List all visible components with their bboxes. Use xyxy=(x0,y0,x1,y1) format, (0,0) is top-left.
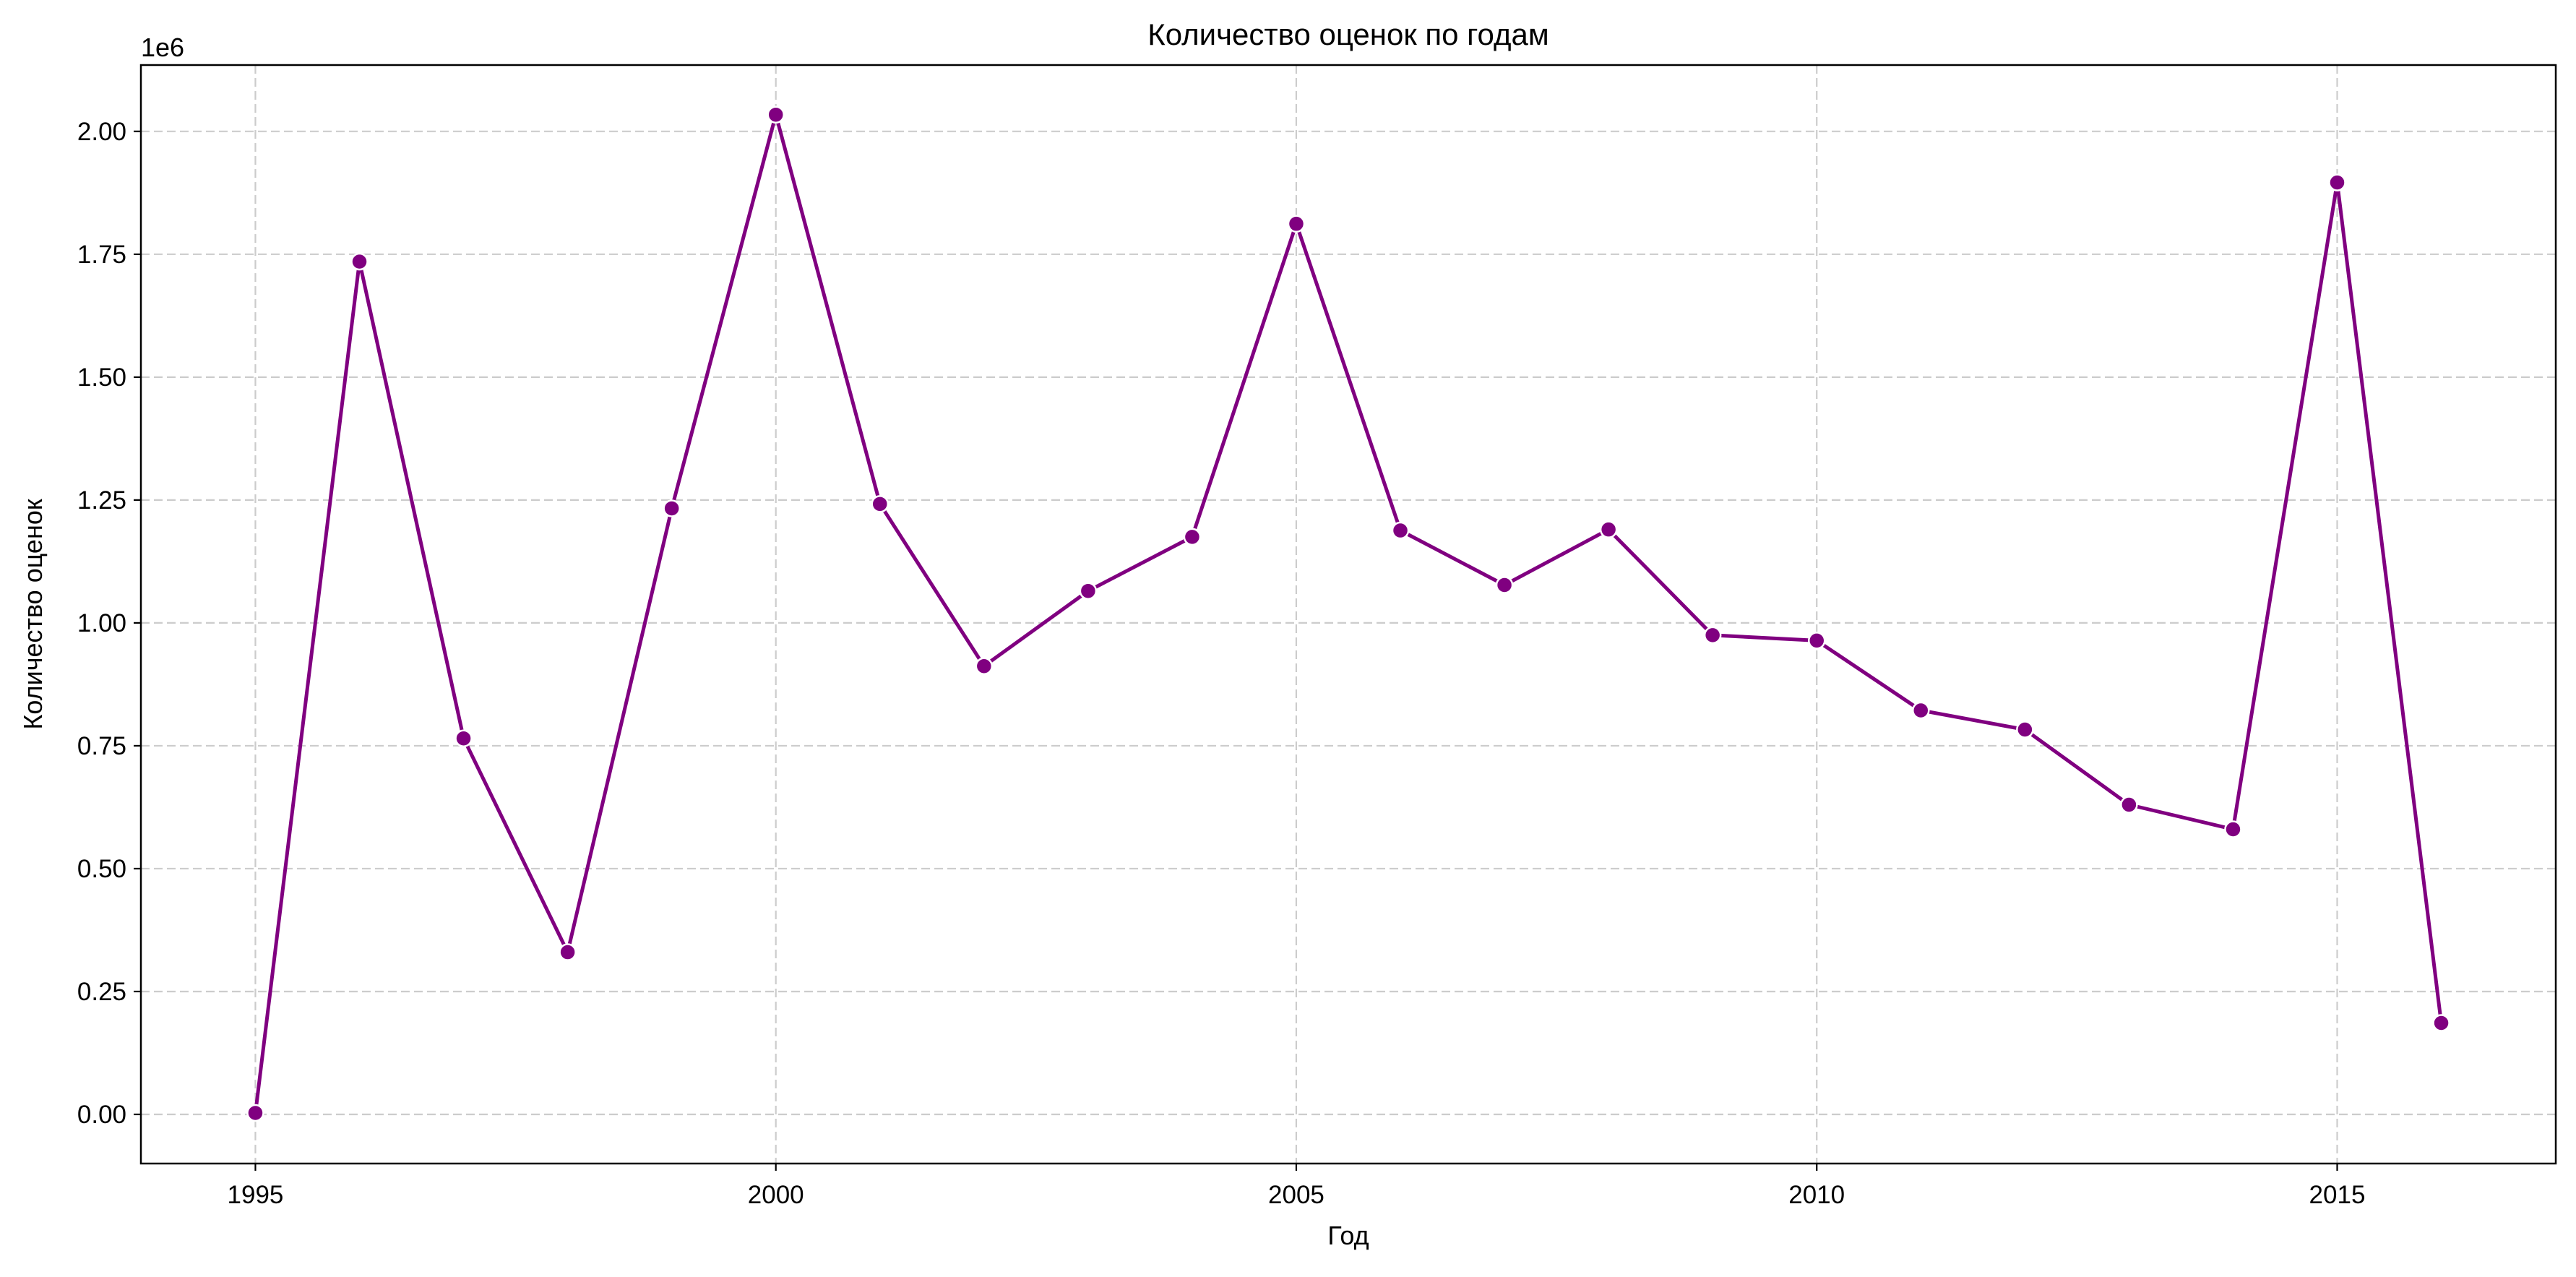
grid-layer xyxy=(141,65,2556,1164)
data-point xyxy=(246,1104,264,1122)
series-line xyxy=(254,113,2443,1114)
data-point xyxy=(1912,701,1930,720)
y-axis-label: Количество оценок xyxy=(18,499,48,729)
y-tick-label: 1.00 xyxy=(77,609,126,637)
data-point xyxy=(663,499,681,517)
x-axis-label: Год xyxy=(1327,1221,1369,1250)
data-point xyxy=(1183,528,1202,546)
line-layer xyxy=(254,113,2443,1114)
y-tick-label: 1.25 xyxy=(77,486,126,515)
data-point xyxy=(1391,521,1410,540)
point-layer xyxy=(246,106,2450,1122)
y-offset-label: 1e6 xyxy=(141,33,184,62)
data-point xyxy=(2328,173,2346,192)
y-tick-label: 1.50 xyxy=(77,364,126,392)
x-tick-label: 2015 xyxy=(2309,1181,2366,1209)
data-point xyxy=(2224,820,2242,838)
data-point xyxy=(1287,215,1306,233)
data-point xyxy=(1599,520,1618,538)
y-tick-label: 0.75 xyxy=(77,732,126,760)
data-point xyxy=(1807,632,1826,650)
data-point xyxy=(1703,626,1722,645)
data-point xyxy=(350,252,369,271)
data-point xyxy=(559,943,577,961)
data-point xyxy=(871,495,889,513)
y-tick-label: 0.00 xyxy=(77,1101,126,1129)
data-point xyxy=(2016,721,2034,739)
x-tick-label: 2000 xyxy=(748,1181,804,1209)
data-point xyxy=(1495,576,1514,594)
chart-title: Количество оценок по годам xyxy=(1147,17,1548,51)
x-tick-label: 1995 xyxy=(228,1181,284,1209)
y-tick-label: 0.25 xyxy=(77,978,126,1006)
plot-frame xyxy=(139,64,2557,1165)
y-tick-label: 2.00 xyxy=(77,118,126,146)
data-point xyxy=(767,106,785,124)
data-point xyxy=(1079,582,1098,600)
data-point xyxy=(975,657,994,675)
x-tick-label: 2010 xyxy=(1788,1181,1845,1209)
data-point xyxy=(2120,796,2138,814)
x-tick-label: 2005 xyxy=(1268,1181,1324,1209)
y-tick-label: 1.75 xyxy=(77,241,126,269)
data-point xyxy=(455,729,473,747)
y-tick-label: 0.50 xyxy=(77,855,126,883)
data-point xyxy=(2432,1014,2450,1032)
tick-layer: 1995 2000 2005 2010 2015 0.00 0.25 0.50 0.75 1.00… xyxy=(77,118,2366,1209)
